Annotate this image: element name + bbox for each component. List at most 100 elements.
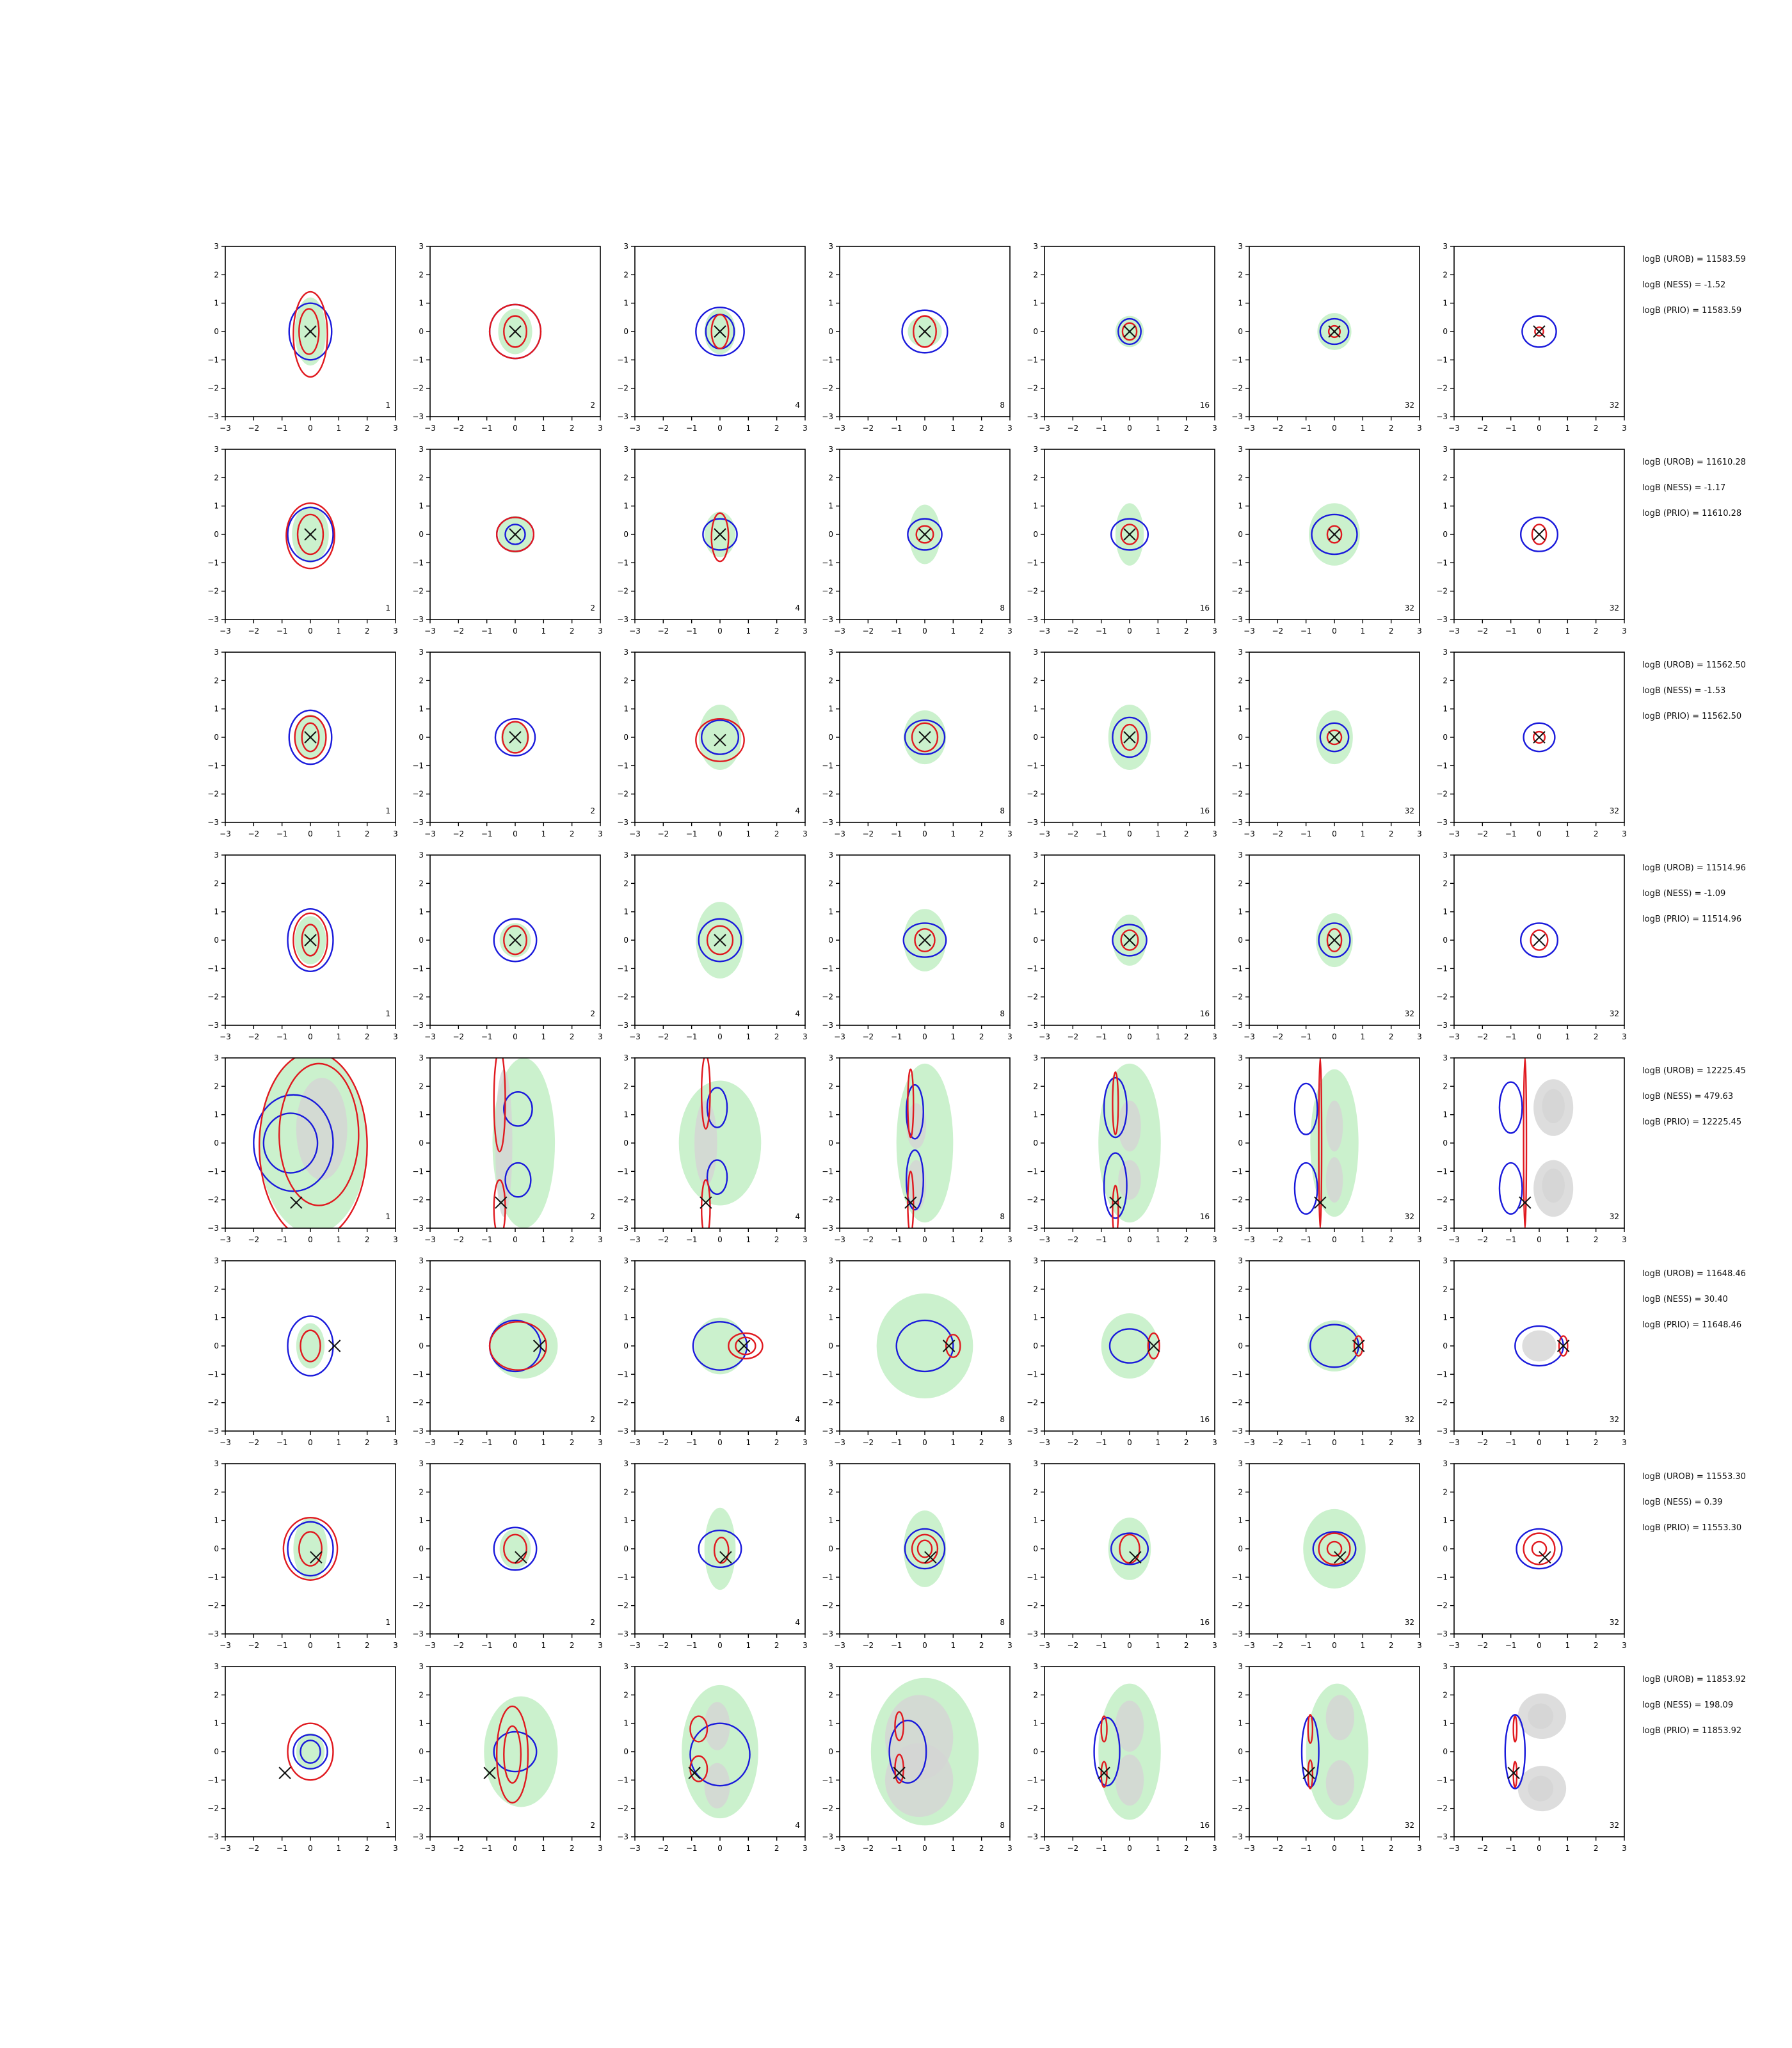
- x-tick-label: 3: [803, 1641, 808, 1650]
- red-contour: [503, 1725, 522, 1784]
- x-tick-label: −1: [481, 1641, 493, 1650]
- y-tick-label: 0: [1238, 733, 1243, 742]
- x-tick-label: −2: [1272, 1032, 1283, 1041]
- y-tick-label: 2: [1443, 1690, 1448, 1699]
- x-tick-label: −3: [424, 627, 436, 636]
- x-tick-label: 0: [513, 424, 518, 433]
- y-tick-label: −2: [1027, 1601, 1038, 1610]
- y-tick-label: 0: [1443, 1341, 1448, 1350]
- panel-plot-area: [1316, 913, 1353, 968]
- panel-plot-area: [1516, 1528, 1563, 1570]
- panel-label: 16: [1200, 1415, 1210, 1424]
- y-tick-label: 0: [1033, 1139, 1038, 1148]
- x-tick-label: 0: [1332, 1235, 1337, 1244]
- x-tick-label: −1: [1505, 1641, 1517, 1650]
- gray-fill: [694, 1100, 717, 1186]
- x-tick-label: 1: [746, 1844, 751, 1853]
- x-tick-label: 1: [1156, 1641, 1161, 1650]
- x-tick-label: 1: [541, 1235, 547, 1244]
- y-tick-label: −3: [207, 1629, 219, 1638]
- y-tick-label: 1: [419, 705, 424, 714]
- density-fill: [1303, 1508, 1366, 1589]
- y-tick-label: −1: [617, 1775, 628, 1784]
- y-tick-label: 3: [1033, 445, 1038, 454]
- y-tick-label: −2: [1231, 1196, 1243, 1204]
- y-tick-label: 1: [623, 908, 628, 916]
- x-tick-label: −1: [1505, 829, 1517, 838]
- x-tick-label: 3: [1417, 1641, 1422, 1650]
- panel-plot-area: [483, 1696, 558, 1807]
- x-tick-label: −2: [1067, 1032, 1078, 1041]
- y-tick-label: −3: [1027, 1832, 1038, 1841]
- y-tick-label: 1: [419, 1313, 424, 1322]
- x-tick-label: 3: [1007, 1844, 1012, 1853]
- y-tick-label: 2: [828, 1082, 833, 1091]
- x-tick-label: 0: [1127, 829, 1132, 838]
- blue-contour: [1312, 1531, 1357, 1567]
- panel-label: 4: [795, 604, 800, 612]
- x-tick-label: 1: [1565, 627, 1571, 636]
- x-tick-label: −3: [1244, 627, 1255, 636]
- y-tick-label: 0: [419, 530, 424, 539]
- y-tick-label: 2: [1033, 1690, 1038, 1699]
- y-tick-label: −3: [1231, 1427, 1243, 1436]
- panel-label: 32: [1610, 1415, 1619, 1424]
- x-tick-label: 2: [365, 1032, 370, 1041]
- true-value-marker: [1129, 1551, 1142, 1564]
- y-tick-label: 1: [214, 1313, 219, 1322]
- y-tick-label: −1: [412, 1775, 424, 1784]
- true-value-marker: [1334, 1551, 1347, 1564]
- y-tick-label: −3: [1027, 1224, 1038, 1233]
- panel-r3-c3: −3−3 −2 −2 −1 −1 0 0 1 1 2 2 3 3 8: [822, 851, 1012, 1041]
- panel-plot-area: [493, 1526, 538, 1571]
- y-tick-label: 3: [419, 1662, 424, 1671]
- logb-annotation: logB (NESS) = 479.63: [1642, 1092, 1734, 1101]
- x-tick-label: −2: [1272, 424, 1283, 433]
- panel-plot-area: [1112, 915, 1148, 966]
- x-tick-label: 2: [1389, 627, 1394, 636]
- true-value-marker: [918, 325, 931, 338]
- x-tick-label: 2: [570, 424, 575, 433]
- y-tick-label: −1: [1027, 964, 1038, 973]
- blue-contour: [1516, 1528, 1563, 1570]
- panel-label: 2: [590, 1618, 595, 1627]
- y-tick-label: 0: [623, 1747, 628, 1756]
- panel-label: 32: [1405, 806, 1414, 815]
- logb-annotation: logB (NESS) = 30.40: [1642, 1295, 1728, 1304]
- x-tick-label: −2: [452, 1438, 464, 1447]
- x-tick-label: −3: [629, 1641, 641, 1650]
- y-tick-label: −3: [1436, 1224, 1448, 1233]
- panel-label: 1: [385, 1212, 390, 1221]
- x-tick-label: −3: [1244, 1844, 1255, 1853]
- blue-contour: [493, 1731, 538, 1773]
- x-tick-label: 2: [979, 627, 984, 636]
- panel-label: 32: [1405, 1821, 1414, 1830]
- x-tick-label: −2: [248, 1438, 259, 1447]
- y-tick-label: −2: [1436, 384, 1448, 393]
- y-tick-label: −2: [822, 1398, 833, 1407]
- y-tick-label: 1: [419, 502, 424, 511]
- y-tick-label: 2: [1443, 676, 1448, 685]
- y-tick-label: 2: [419, 879, 424, 888]
- density-fill: [293, 1517, 328, 1580]
- panel-r2-c5: −3−3 −2 −2 −1 −1 0 0 1 1 2 2 3 3 32: [1231, 648, 1422, 838]
- red-contour: [1558, 1335, 1569, 1357]
- x-tick-label: 3: [1622, 1032, 1627, 1041]
- true-value-marker: [942, 1340, 956, 1352]
- y-tick-label: −1: [412, 1572, 424, 1581]
- x-tick-label: 2: [979, 829, 984, 838]
- y-tick-label: −3: [1027, 615, 1038, 624]
- true-value-marker: [1533, 325, 1546, 338]
- y-tick-label: −3: [1027, 1629, 1038, 1638]
- y-tick-label: 3: [1033, 851, 1038, 860]
- x-tick-label: 3: [1007, 627, 1012, 636]
- blue-contour: [300, 1740, 321, 1764]
- x-tick-label: 2: [1389, 1844, 1394, 1853]
- y-tick-label: −1: [617, 1572, 628, 1581]
- red-contour: [1530, 929, 1549, 951]
- x-tick-label: 3: [803, 627, 808, 636]
- x-tick-label: 0: [308, 1641, 313, 1650]
- x-tick-label: 1: [746, 1641, 751, 1650]
- panel-r7-c6: −3−3 −2 −2 −1 −1 0 0 1 1 2 2 3 3 32: [1436, 1662, 1627, 1853]
- panel-plot-area: [876, 1293, 973, 1399]
